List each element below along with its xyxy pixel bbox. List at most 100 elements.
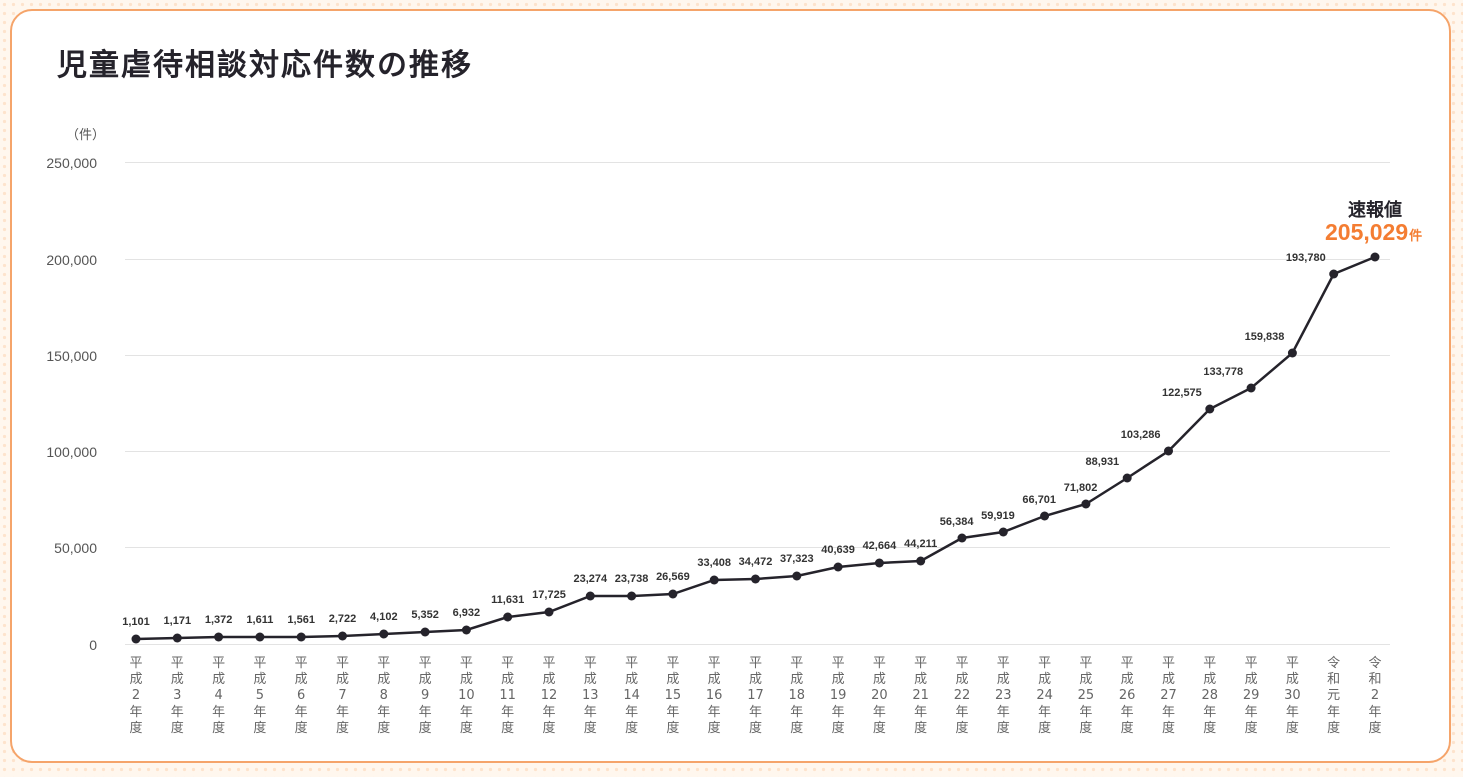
x-tick-label-char: 度 — [1038, 720, 1052, 736]
x-tick-label-char: 平 — [335, 656, 349, 671]
data-value-label: 59,919 — [981, 510, 1015, 522]
data-value-label: 37,323 — [779, 553, 814, 565]
x-tick-label-char: 11 — [499, 688, 516, 704]
x-tick-label-char: 29 — [1242, 688, 1260, 704]
x-tick-label-char: 平 — [253, 656, 267, 671]
x-tick-label-char: 年 — [1368, 704, 1382, 720]
data-point — [1081, 499, 1091, 509]
x-tick-label: 平成 16 年度 — [699, 656, 729, 737]
data-point — [957, 533, 967, 543]
x-tick-label-char: 年 — [1079, 704, 1093, 720]
data-point — [1329, 269, 1339, 279]
x-tick-label-char: 度 — [377, 720, 391, 736]
x-tick-label-char: 年 — [996, 704, 1010, 720]
chart-title: 児童虐待相談対応件数の推移 — [57, 48, 473, 83]
data-value-label: 1,171 — [163, 615, 192, 627]
data-value-label: 193,780 — [1285, 252, 1326, 264]
x-tick-label-char: 成 — [666, 672, 680, 688]
x-tick-label-char: 平 — [625, 656, 639, 671]
data-value-label: 6,932 — [452, 607, 481, 619]
x-tick-label: 平成 22 年度 — [947, 656, 977, 737]
data-value-label: 56,384 — [939, 516, 974, 528]
x-tick-label: 平成 30 年度 — [1277, 656, 1307, 737]
data-value-label: 1,611 — [246, 614, 274, 626]
x-tick-label: 平成 27 年度 — [1154, 656, 1184, 737]
x-tick-label-char: 和 — [1368, 672, 1382, 688]
x-tick-label-char: 度 — [212, 720, 226, 736]
x-tick-label-char: 平 — [377, 656, 391, 671]
x-tick-label-char: 平 — [129, 656, 143, 671]
x-tick-label: 平成 19 年度 — [823, 656, 853, 737]
x-tick-label: 平成 17 年度 — [741, 656, 771, 737]
x-tick-label-char: 度 — [294, 720, 308, 736]
x-tick-label-char: 度 — [996, 720, 1010, 736]
data-value-label: 159,838 — [1244, 331, 1285, 343]
data-value-label: 17,725 — [532, 589, 566, 601]
x-tick-label-char: 年 — [955, 704, 969, 720]
x-tick-label-char: 成 — [294, 672, 308, 688]
x-tick-label-char: 成 — [831, 672, 845, 688]
x-tick-label-char: 年 — [170, 704, 184, 720]
data-point — [1246, 383, 1256, 393]
x-tick-label-char: 度 — [872, 720, 886, 736]
x-tick-label-char: 23 — [995, 688, 1012, 704]
x-tick-label: 平成 13 年度 — [575, 656, 605, 737]
x-tick-label-char: 成 — [542, 672, 556, 688]
x-tick-label: 平成 24 年度 — [1030, 656, 1060, 737]
x-tick-label-char: 17 — [747, 688, 764, 704]
x-tick-label-char: 年 — [790, 704, 804, 720]
x-tick-label-char: 7 — [338, 688, 347, 704]
x-tick-label-char: 平 — [170, 656, 184, 671]
data-point — [874, 558, 884, 568]
data-point — [916, 556, 926, 566]
x-tick-label-char: 成 — [377, 672, 391, 688]
x-tick-label-char: 度 — [501, 720, 515, 736]
x-tick-label: 平成 18 年度 — [782, 656, 812, 737]
data-value-label: 34,472 — [738, 556, 773, 568]
x-tick-label: 平成 21 年度 — [906, 656, 936, 737]
x-tick-label-char: 平 — [542, 656, 556, 671]
x-tick-label-char: 成 — [1203, 672, 1217, 688]
data-value-label: 26,569 — [656, 571, 690, 583]
data-value-label: 44,211 — [904, 538, 938, 550]
x-tick-label-char: 平 — [1285, 656, 1299, 671]
x-tick-label-char: 15 — [664, 688, 682, 704]
x-tick-label-char: 成 — [914, 672, 928, 688]
y-axis-unit-label: （件） — [66, 128, 106, 143]
x-tick-label-char: 9 — [420, 688, 430, 704]
data-value-label: 40,639 — [821, 544, 855, 556]
data-value-label: 1,101 — [122, 616, 150, 628]
data-point — [214, 632, 224, 642]
data-point — [461, 625, 471, 635]
x-tick-label-char: 平 — [831, 656, 845, 671]
x-tick-label-char: 度 — [748, 720, 762, 736]
x-tick-label-char: 平 — [459, 656, 473, 671]
x-tick-label-char: 年 — [1327, 704, 1341, 720]
data-value-label: 2,722 — [328, 613, 357, 625]
x-tick-label-char: 平 — [955, 656, 969, 671]
y-tick-label: 150,000 — [46, 348, 97, 364]
x-tick-label-char: 22 — [953, 688, 971, 704]
x-tick-label-char: 成 — [707, 672, 721, 688]
data-point — [751, 574, 760, 584]
x-tick-label: 平成 23 年度 — [988, 656, 1018, 737]
x-tick-label: 平成 25 年度 — [1071, 656, 1101, 737]
data-value-label: 122,575 — [1162, 387, 1202, 399]
x-tick-label-char: 26 — [1118, 688, 1136, 704]
x-tick-label-char: 20 — [871, 688, 888, 704]
x-tick-label-char: 度 — [790, 720, 804, 736]
x-tick-label-char: 令 — [1368, 656, 1382, 671]
x-tick-label-char: 平 — [583, 656, 597, 671]
data-point — [1040, 511, 1050, 521]
x-tick-label-char: 年 — [748, 704, 762, 720]
x-tick-label-char: 度 — [1327, 720, 1341, 736]
x-tick-label-char: 度 — [335, 720, 349, 736]
x-tick-label-char: 4 — [214, 688, 223, 704]
x-tick-label-char: 成 — [1120, 672, 1134, 688]
data-point — [420, 627, 430, 637]
x-tick-label-char: 成 — [1038, 672, 1052, 688]
